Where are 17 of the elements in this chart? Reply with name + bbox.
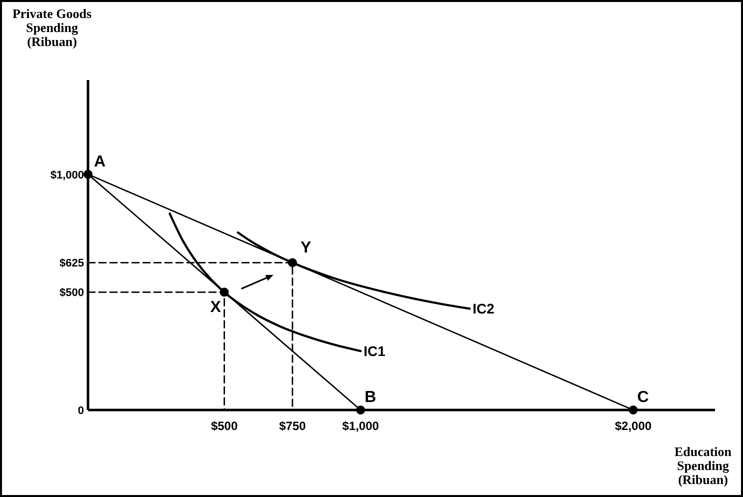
x-tick-label: $2,000 [614,419,652,433]
annotation: C [637,389,650,406]
series-label: IC2 [472,300,495,317]
x-tick-label: $1,000 [342,419,380,433]
y-tick-label: 0 [78,405,84,417]
x-tick-label: $500 [210,419,238,433]
x-axis-title: Education Spending (Ribuan) [674,444,732,487]
annotation: B [364,389,376,406]
annotation: X [210,299,222,316]
y-axis-title: Private Goods Spending (Ribuan) [12,6,92,49]
y-tick-label: $1,000 [50,169,84,182]
y-tick-label: $625 [60,258,84,270]
series-label: IC1 [364,343,386,360]
x-tick-label: $750 [279,419,306,433]
annotation: A [94,153,106,170]
y-tick-label: $500 [60,287,84,300]
annotation: Y [300,240,312,257]
